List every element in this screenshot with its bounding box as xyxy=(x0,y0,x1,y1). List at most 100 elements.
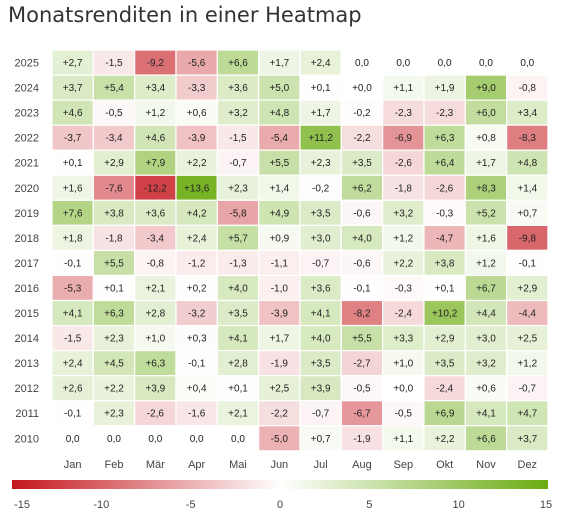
cell-value-label: -0,7 xyxy=(229,158,247,169)
cell-value-label: -0,5 xyxy=(105,108,123,119)
cell-value-label: +4,5 xyxy=(104,359,124,370)
cell-value-label: +1,9 xyxy=(435,83,455,94)
cell-value-label: +6,3 xyxy=(435,133,455,144)
heatmap-cell xyxy=(92,400,136,427)
column-label-1: Feb xyxy=(105,459,124,471)
heatmap-cell xyxy=(51,199,94,226)
row-label-2021: 2021 xyxy=(15,158,39,170)
cell-value-label: +2,2 xyxy=(104,384,124,395)
cell-value-label: +2,4 xyxy=(187,233,207,244)
cell-value-label: 0,0 xyxy=(479,58,493,69)
heatmap-cell xyxy=(299,74,342,101)
cell-value-label: +3,9 xyxy=(311,384,331,395)
row-label-2025: 2025 xyxy=(15,58,39,70)
cell-value-label: -1,8 xyxy=(105,233,123,244)
cell-value-label: +3,5 xyxy=(311,359,331,370)
cell-value-label: +0,6 xyxy=(476,384,496,395)
cell-value-label: +3,5 xyxy=(311,208,331,219)
heatmap-cell xyxy=(51,149,94,176)
legend-tick-label: 0 xyxy=(277,499,283,511)
cell-value-label: +1,0 xyxy=(393,359,413,370)
cell-value-label: 0,0 xyxy=(231,434,245,445)
heatmap-cell xyxy=(382,124,425,151)
heatmap-cell xyxy=(258,425,301,452)
cell-value-label: +0,9 xyxy=(269,233,289,244)
cell-value-label: +4,6 xyxy=(63,108,83,119)
heatmap-cell xyxy=(92,149,136,176)
cell-value-label: +2,5 xyxy=(517,334,537,345)
heatmap-cell xyxy=(506,375,549,402)
cell-value-label: -4,4 xyxy=(519,309,537,320)
cell-value-label: +0,0 xyxy=(393,384,413,395)
cell-value-label: +3,8 xyxy=(104,208,124,219)
cell-value-label: -0,2 xyxy=(353,108,371,119)
cell-value-label: +6,0 xyxy=(476,108,496,119)
heatmap-cell xyxy=(258,99,301,126)
cell-value-label: 0,0 xyxy=(438,58,452,69)
heatmap-cell xyxy=(382,350,425,377)
cell-value-label: +3,0 xyxy=(476,334,496,345)
cell-value-label: -2,6 xyxy=(395,158,413,169)
cell-value-label: +2,3 xyxy=(104,334,124,345)
heatmap-cell xyxy=(258,74,301,101)
cell-value-label: -2,3 xyxy=(395,108,413,119)
cell-value-label: +3,7 xyxy=(517,434,537,445)
heatmap-cell xyxy=(134,425,177,452)
cell-value-label: +4,1 xyxy=(476,409,496,420)
cell-value-label: +0,1 xyxy=(435,283,455,294)
heatmap-cell xyxy=(506,49,549,76)
cell-value-label: +4,8 xyxy=(517,158,537,169)
cell-value-label: 0,0 xyxy=(520,58,534,69)
row-label-2024: 2024 xyxy=(15,83,39,95)
cell-value-label: +3,7 xyxy=(63,83,83,94)
row-label-2023: 2023 xyxy=(15,108,39,120)
row-label-2020: 2020 xyxy=(15,183,39,195)
cell-value-label: +1,2 xyxy=(517,359,537,370)
cell-value-label: +2,1 xyxy=(228,409,248,420)
heatmap-cell xyxy=(175,249,218,277)
cell-value-label: -12,2 xyxy=(144,183,167,194)
heatmap-cell xyxy=(340,124,384,151)
heatmap-cell xyxy=(216,74,260,101)
cell-value-label: -0,8 xyxy=(519,83,537,94)
cell-value-label: +2,3 xyxy=(104,409,124,420)
cell-value-label: +1,8 xyxy=(63,233,83,244)
heatmap-cell xyxy=(175,425,218,452)
heatmap-cell xyxy=(216,425,260,452)
cell-value-label: +3,2 xyxy=(393,208,413,219)
heatmap-cell xyxy=(340,199,384,226)
heatmap-cell xyxy=(51,74,94,101)
heatmap-cell xyxy=(92,99,136,126)
cell-value-label: -3,7 xyxy=(64,133,82,144)
cell-value-label: +1,2 xyxy=(145,108,165,119)
cell-value-label: +2,8 xyxy=(145,309,165,320)
heatmap-cell xyxy=(216,174,260,201)
cell-value-label: -5,3 xyxy=(64,283,82,294)
cell-value-label: +0,6 xyxy=(187,108,207,119)
page-title: Monatsrenditen in einer Heatmap xyxy=(8,3,362,27)
cell-value-label: +3,2 xyxy=(476,359,496,370)
cell-value-label: -0,7 xyxy=(519,384,537,395)
cell-value-label: +0,7 xyxy=(311,434,331,445)
cell-value-label: +3,6 xyxy=(311,283,331,294)
cell-value-label: +1,2 xyxy=(476,258,496,269)
cell-value-label: +3,6 xyxy=(145,208,165,219)
heatmap-cell xyxy=(464,149,508,176)
cell-value-label: -1,2 xyxy=(188,258,206,269)
cell-value-label: 0,0 xyxy=(66,434,80,445)
cell-value-label: -0,1 xyxy=(64,409,82,420)
legend-tick-label: 15 xyxy=(540,499,552,511)
legend-tick-label: -5 xyxy=(186,499,196,511)
heatmap-cell xyxy=(299,124,342,151)
cell-value-label: -3,9 xyxy=(188,133,206,144)
cell-value-label: +5,5 xyxy=(104,258,124,269)
cell-value-label: +2,4 xyxy=(311,58,331,69)
cell-value-label: -1,9 xyxy=(353,434,371,445)
heatmap-cell xyxy=(340,224,384,252)
cell-value-label: +0,4 xyxy=(187,384,207,395)
cell-value-label: -6,9 xyxy=(395,133,413,144)
row-label-2018: 2018 xyxy=(15,233,39,245)
cell-value-label: +2,6 xyxy=(63,384,83,395)
cell-value-label: +6,4 xyxy=(435,158,455,169)
legend-tick-label: -10 xyxy=(93,499,109,511)
